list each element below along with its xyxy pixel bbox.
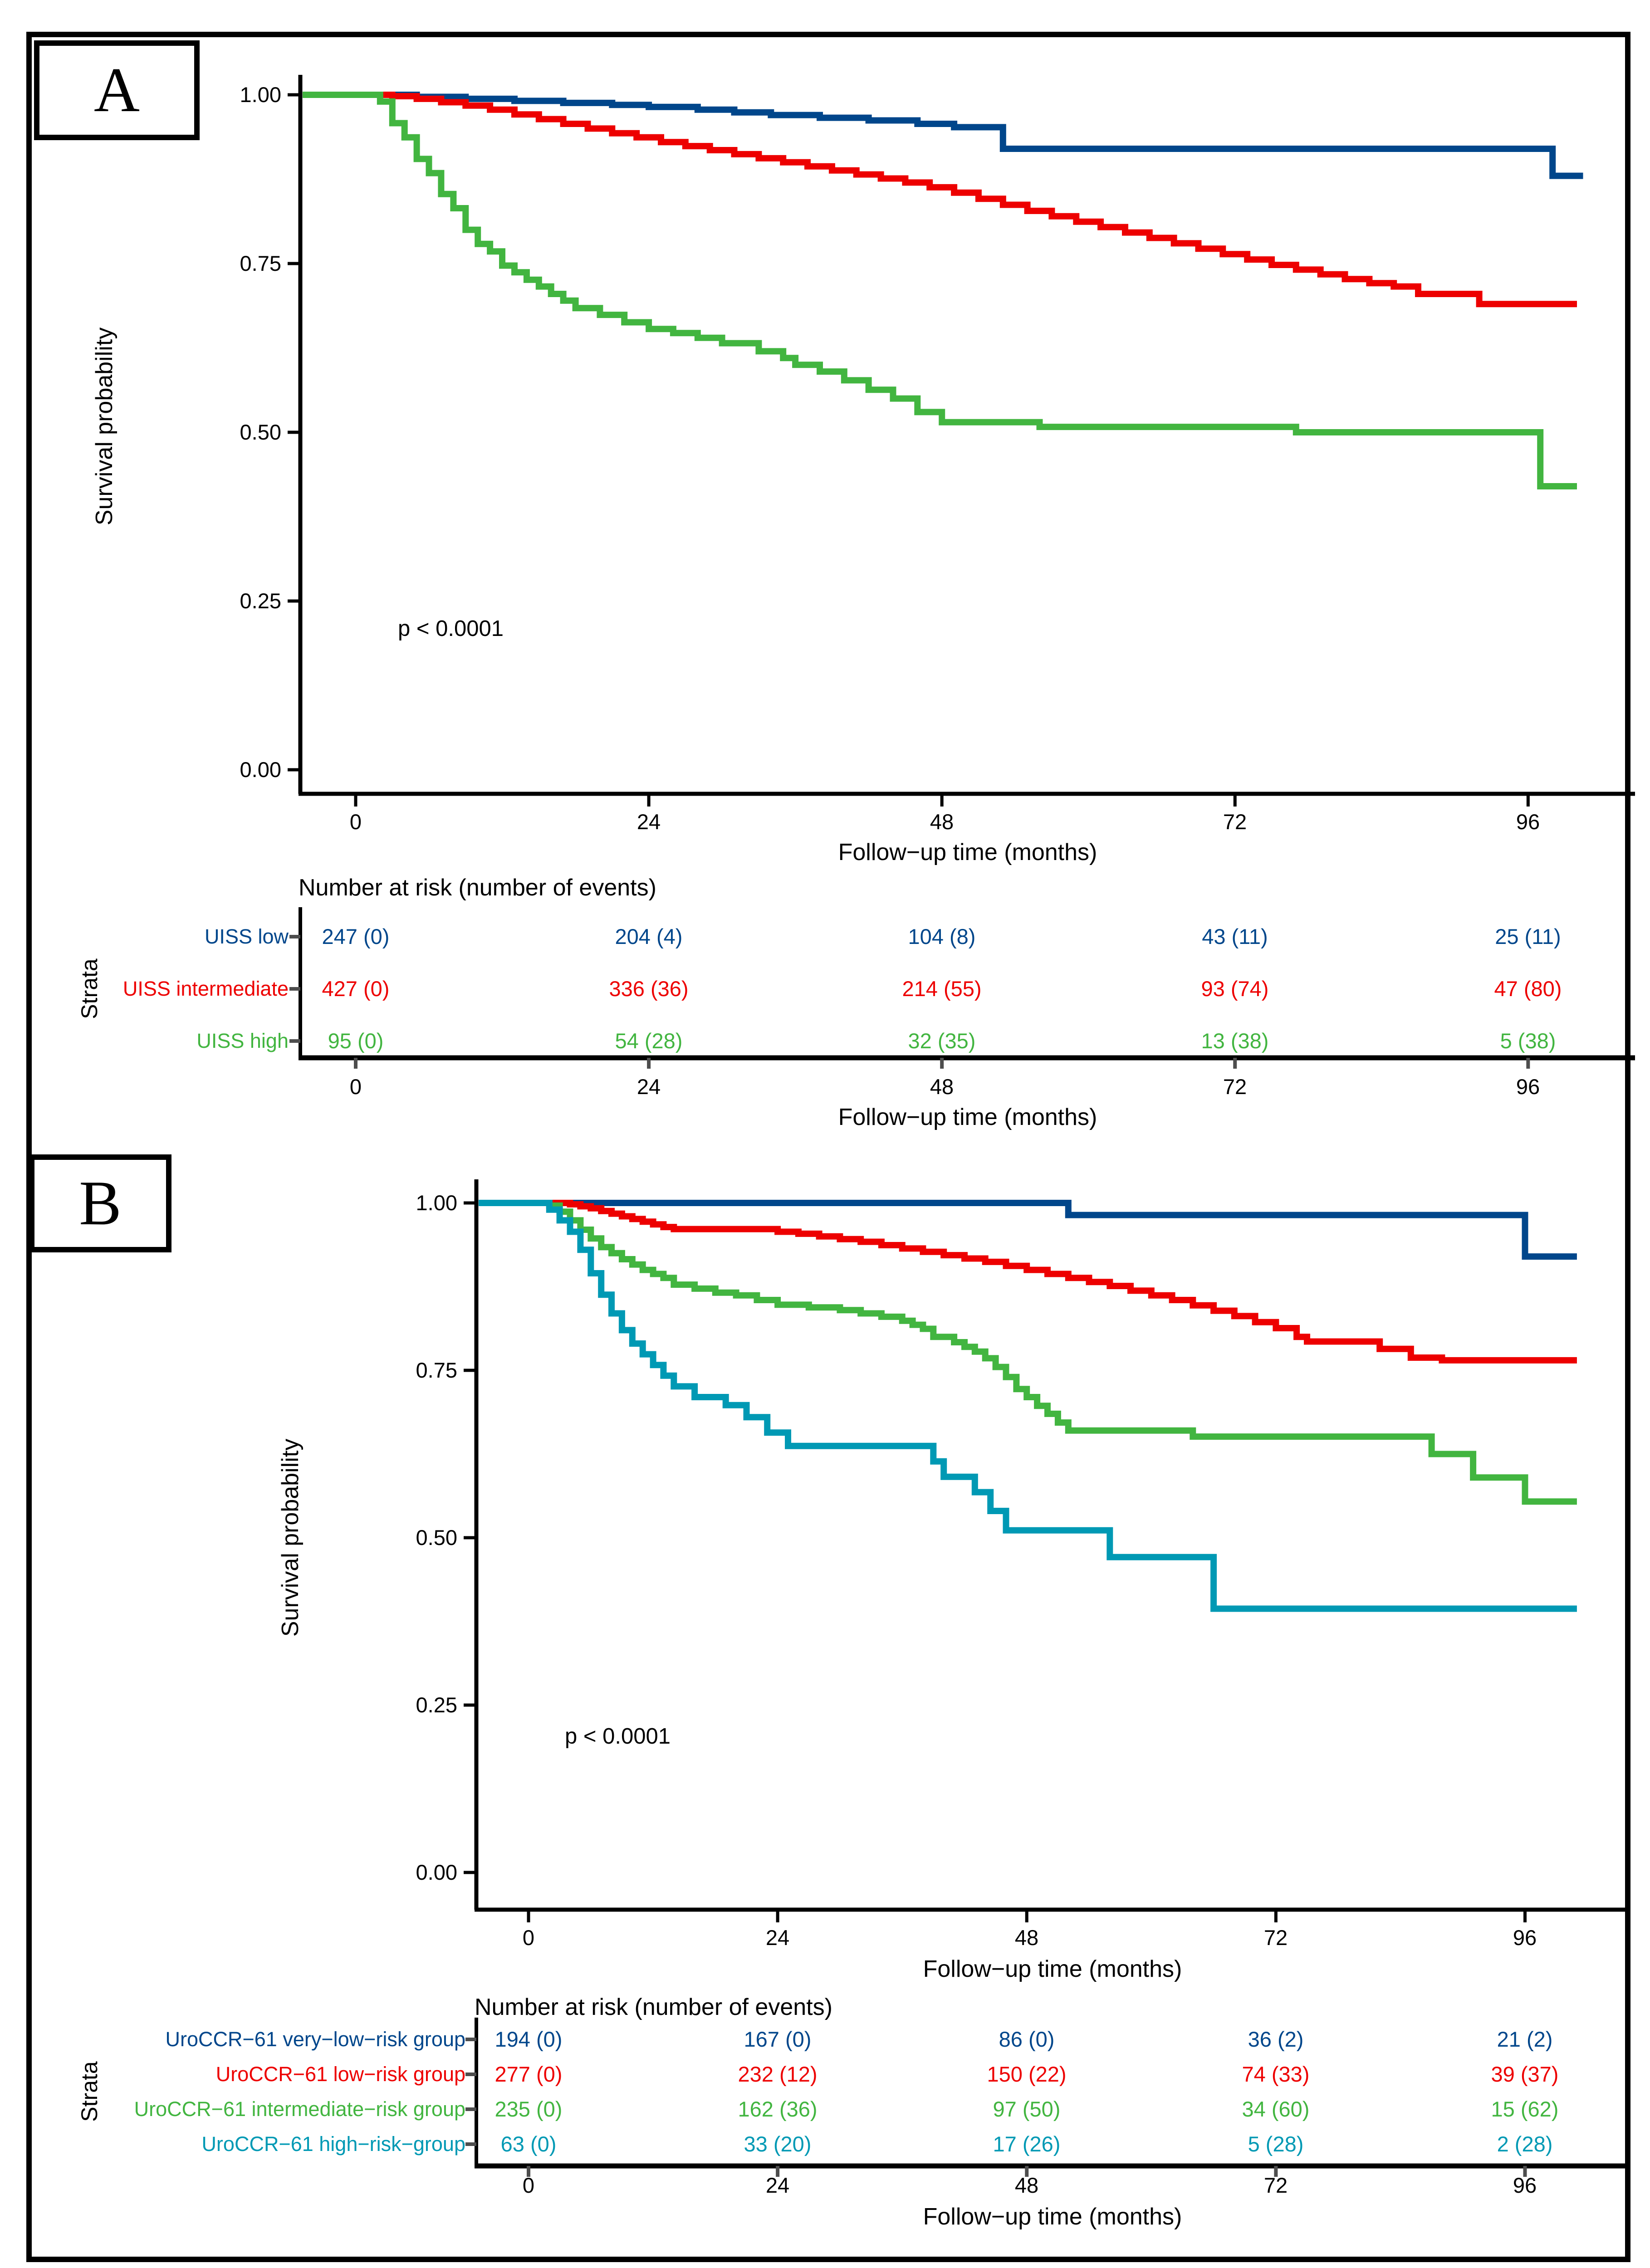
risk-count-a-r0c2: 104 (8) (908, 924, 976, 948)
panel-b-row-label-very-low: UroCCR−61 very−low−risk group (165, 2028, 465, 2051)
panel-b-ytick-0.50: 0.50 (416, 1525, 457, 1549)
panel-b-xtick-96: 96 (1513, 1926, 1537, 1950)
risk-count-b-r2c4: 15 (62) (1491, 2097, 1559, 2121)
panel-b-table-x-axis-title: Follow−up time (months) (923, 2204, 1182, 2230)
risk-count-b-r2c1: 162 (36) (738, 2097, 818, 2121)
panel-a-ytick-1.00: 1.00 (240, 83, 281, 107)
panel-a-y-axis-title: Survival probability (91, 327, 118, 526)
panel-b-p-value: p < 0.0001 (565, 1724, 671, 1749)
risk-count-b-r0c3: 36 (2) (1248, 2027, 1304, 2051)
panel-b-row-label-intermediate: UroCCR−61 intermediate−risk group (134, 2097, 465, 2121)
panel-b-ytick-1.00: 1.00 (416, 1191, 457, 1215)
panel-a-ytick-0.75: 0.75 (240, 251, 281, 275)
risk-count-b-r3c4: 2 (28) (1497, 2132, 1553, 2156)
panel-b-y-axis-title: Survival probability (277, 1438, 304, 1637)
risk-count-a-r0c4: 25 (11) (1495, 924, 1561, 948)
panel-b-row-label-high: UroCCR−61 high−risk−group (201, 2132, 465, 2156)
panel-b-xtick-48: 48 (1014, 1926, 1039, 1950)
panel-b-table-xtick-72: 72 (1263, 2173, 1288, 2197)
panel-b-ytick-0.00: 0.00 (416, 1860, 457, 1884)
risk-count-a-r1c1: 336 (36) (609, 977, 689, 1001)
risk-count-b-r1c4: 39 (37) (1491, 2062, 1559, 2086)
panel-b-x-axis-title: Follow−up time (months) (923, 1956, 1182, 1982)
risk-count-b-r3c0: 63 (0) (500, 2132, 557, 2156)
risk-count-b-r0c0: 194 (0) (495, 2027, 563, 2051)
panel-b-ytick-0.25: 0.25 (416, 1693, 457, 1717)
panel-b-label-box: B (29, 1154, 171, 1252)
panel-b-table-xtick-48: 48 (1014, 2173, 1039, 2197)
panel-a-ytick-0.50: 0.50 (240, 420, 281, 444)
panel-b-table-xtick-24: 24 (765, 2173, 790, 2197)
panel-a-p-value: p < 0.0001 (398, 616, 504, 641)
risk-count-b-r3c1: 33 (20) (744, 2132, 812, 2156)
panel-a-table-xtick-96: 96 (1516, 1075, 1540, 1099)
panel-b-xtick-0: 0 (522, 1926, 535, 1950)
panel-a-row-label-uiss-high: UISS high (196, 1029, 289, 1052)
panel-b-label: B (79, 1168, 122, 1238)
risk-count-b-r3c2: 17 (26) (993, 2132, 1061, 2156)
risk-count-a-r1c0: 427 (0) (322, 977, 390, 1001)
risk-count-a-r2c4: 5 (38) (1500, 1029, 1556, 1053)
panel-a-row-label-uiss-intermediate: UISS intermediate (122, 977, 289, 1000)
risk-count-b-r1c3: 74 (33) (1242, 2062, 1310, 2086)
panel-a-label: A (93, 55, 140, 125)
panel-b-risk-table-title: Number at risk (number of events) (475, 1994, 832, 2020)
risk-count-b-r3c3: 5 (28) (1248, 2132, 1304, 2156)
risk-count-a-r2c0: 95 (0) (328, 1029, 384, 1053)
risk-count-a-r0c1: 204 (4) (615, 924, 683, 948)
risk-count-a-r2c3: 13 (38) (1201, 1029, 1269, 1053)
panel-b-table-xtick-96: 96 (1513, 2173, 1537, 2197)
risk-count-b-r1c2: 150 (22) (987, 2062, 1067, 2086)
panel-a-ytick-0.25: 0.25 (240, 589, 281, 613)
panel-a-label-box: A (34, 40, 200, 140)
panel-a-xtick-24: 24 (636, 810, 661, 834)
risk-count-a-r1c2: 214 (55) (902, 977, 982, 1001)
panel-a-table-xtick-0: 0 (349, 1075, 362, 1099)
risk-count-b-r0c2: 86 (0) (999, 2027, 1055, 2051)
risk-count-b-r0c4: 21 (2) (1497, 2027, 1553, 2051)
panel-a-x-axis-title: Follow−up time (months) (838, 839, 1097, 865)
panel-a-risk-table-title: Number at risk (number of events) (299, 875, 656, 901)
panel-a-table-xtick-72: 72 (1223, 1075, 1247, 1099)
panel-a-row-label-uiss-low: UISS low (204, 925, 289, 948)
panel-a-table-x-axis-title: Follow−up time (months) (838, 1104, 1097, 1130)
risk-count-b-r1c0: 277 (0) (495, 2062, 563, 2086)
panel-b-xtick-72: 72 (1263, 1926, 1288, 1950)
panel-b-row-label-low: UroCCR−61 low−risk group (215, 2063, 465, 2086)
risk-count-a-r0c0: 247 (0) (322, 924, 390, 948)
risk-count-a-r2c2: 32 (35) (908, 1029, 976, 1053)
panel-a-ytick-0.00: 0.00 (240, 758, 281, 782)
panel-a-table-xtick-48: 48 (930, 1075, 954, 1099)
panel-a-table-xtick-24: 24 (636, 1075, 661, 1099)
panel-a-xtick-48: 48 (930, 810, 954, 834)
panel-b-xtick-24: 24 (765, 1926, 790, 1950)
figure-border (26, 32, 1630, 2262)
panel-a-xtick-72: 72 (1223, 810, 1247, 834)
panel-a-xtick-0: 0 (349, 810, 362, 834)
risk-count-a-r2c1: 54 (28) (615, 1029, 683, 1053)
risk-count-a-r1c3: 93 (74) (1201, 977, 1269, 1001)
risk-count-b-r2c3: 34 (60) (1242, 2097, 1310, 2121)
risk-count-a-r0c3: 43 (11) (1202, 924, 1268, 948)
panel-b-table-xtick-0: 0 (522, 2173, 535, 2197)
risk-count-b-r1c1: 232 (12) (738, 2062, 818, 2086)
risk-count-a-r1c4: 47 (80) (1494, 977, 1562, 1001)
risk-count-b-r2c0: 235 (0) (495, 2097, 563, 2121)
risk-count-b-r2c2: 97 (50) (993, 2097, 1061, 2121)
risk-count-b-r0c1: 167 (0) (744, 2027, 812, 2051)
panel-b-ytick-0.75: 0.75 (416, 1358, 457, 1382)
panel-a-xtick-96: 96 (1516, 810, 1540, 834)
